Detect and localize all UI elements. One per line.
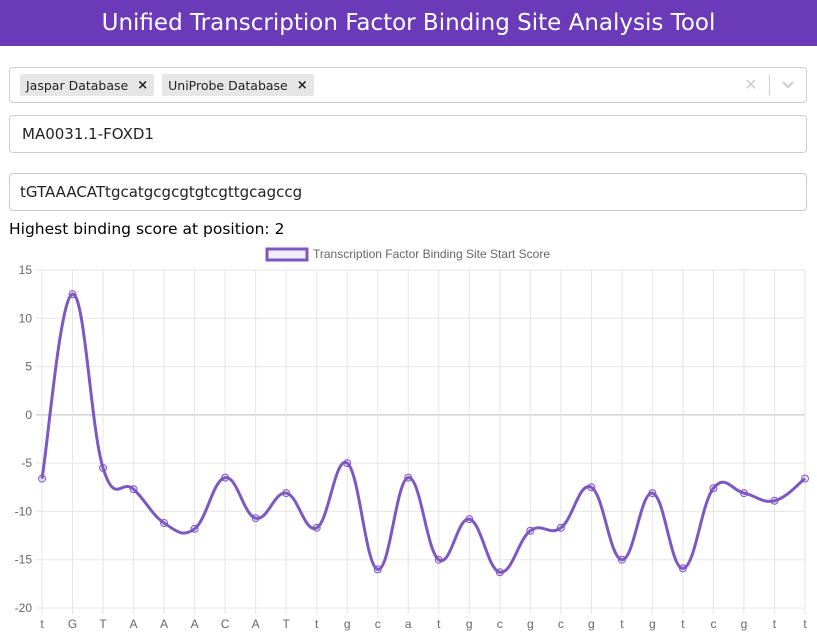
x-tick-label: T — [99, 617, 107, 631]
data-point — [129, 485, 138, 494]
app-title: Unified Transcription Factor Binding Sit… — [101, 10, 716, 36]
x-tick-label: G — [68, 617, 77, 631]
data-point — [343, 459, 352, 468]
app-header: Unified Transcription Factor Binding Sit… — [0, 0, 817, 46]
x-tick-label: g — [527, 617, 534, 631]
chip-label: Jaspar Database — [26, 77, 129, 93]
data-point — [556, 523, 565, 532]
highest-score-text: Highest binding score at position: 2 — [9, 220, 285, 238]
x-tick-label: t — [40, 617, 44, 631]
x-tick-label: g — [649, 617, 656, 631]
legend-swatch — [265, 247, 309, 262]
y-tick-label: 5 — [25, 360, 32, 374]
y-tick-label: 15 — [19, 263, 33, 277]
x-tick-label: g — [588, 617, 595, 631]
x-tick-label: A — [252, 617, 260, 631]
database-multiselect[interactable]: Jaspar Database × UniProbe Database × × — [9, 67, 807, 103]
data-point — [465, 515, 474, 524]
legend-label: Transcription Factor Binding Site Start … — [313, 247, 550, 261]
x-tick-label: t — [803, 617, 807, 631]
motif-value: MA0031.1-FOXD1 — [22, 125, 154, 143]
x-tick-label: t — [681, 617, 685, 631]
x-tick-label: c — [497, 617, 503, 631]
data-point — [221, 473, 230, 482]
x-tick-label: A — [191, 617, 199, 631]
x-tick-label: t — [773, 617, 777, 631]
x-tick-label: C — [221, 617, 230, 631]
x-tick-label: t — [620, 617, 624, 631]
data-point — [190, 524, 199, 533]
data-point — [495, 568, 504, 577]
data-point — [373, 565, 382, 574]
data-point — [709, 484, 718, 493]
data-point — [739, 489, 748, 498]
y-tick-label: -10 — [15, 504, 33, 518]
chip-label: UniProbe Database — [168, 77, 288, 93]
y-tick-label: 0 — [25, 408, 32, 422]
x-tick-label: c — [558, 617, 564, 631]
data-point — [99, 463, 108, 472]
data-point — [617, 555, 626, 564]
x-tick-label: A — [160, 617, 168, 631]
y-tick-label: -5 — [21, 456, 32, 470]
series-line — [40, 292, 806, 574]
x-tick-label: c — [375, 617, 381, 631]
y-tick-label: -15 — [15, 553, 33, 567]
x-tick-label: g — [741, 617, 748, 631]
data-point — [251, 514, 260, 523]
y-tick-label: -20 — [15, 601, 33, 615]
x-tick-label: A — [130, 617, 138, 631]
data-point — [770, 496, 779, 505]
x-tick-label: g — [344, 617, 351, 631]
x-tick-label: T — [282, 617, 290, 631]
data-point — [312, 523, 321, 532]
data-point — [68, 290, 77, 299]
x-tick-label: a — [405, 617, 412, 631]
select-controls: × — [733, 68, 806, 102]
chip-uniprobe-database: UniProbe Database × — [162, 74, 314, 96]
data-point — [526, 526, 535, 535]
y-tick-label: 10 — [19, 311, 33, 325]
sequence-input[interactable]: tGTAAACATtgcatgcgcgtgtcgttgcagccg — [9, 173, 807, 211]
clear-all-icon[interactable]: × — [745, 73, 757, 96]
data-point — [648, 489, 657, 498]
data-point — [282, 489, 291, 498]
chip-remove-icon[interactable]: × — [296, 77, 308, 93]
x-tick-label: t — [315, 617, 319, 631]
chip-remove-icon[interactable]: × — [137, 77, 149, 93]
data-point — [801, 474, 809, 483]
select-separator — [769, 75, 770, 95]
sequence-value: tGTAAACATtgcatgcgcgtgtcgttgcagccg — [20, 183, 303, 201]
data-point — [678, 564, 687, 573]
motif-input[interactable]: MA0031.1-FOXD1 — [9, 115, 807, 153]
data-point — [587, 483, 596, 492]
x-tick-label: t — [437, 617, 441, 631]
data-point — [38, 474, 46, 483]
data-point — [434, 555, 443, 564]
chevron-down-icon[interactable] — [770, 80, 806, 90]
x-tick-label: g — [466, 617, 473, 631]
data-point — [404, 473, 413, 482]
chip-jaspar-database: Jaspar Database × — [20, 74, 155, 96]
data-point — [160, 519, 169, 528]
x-tick-label: c — [710, 617, 716, 631]
